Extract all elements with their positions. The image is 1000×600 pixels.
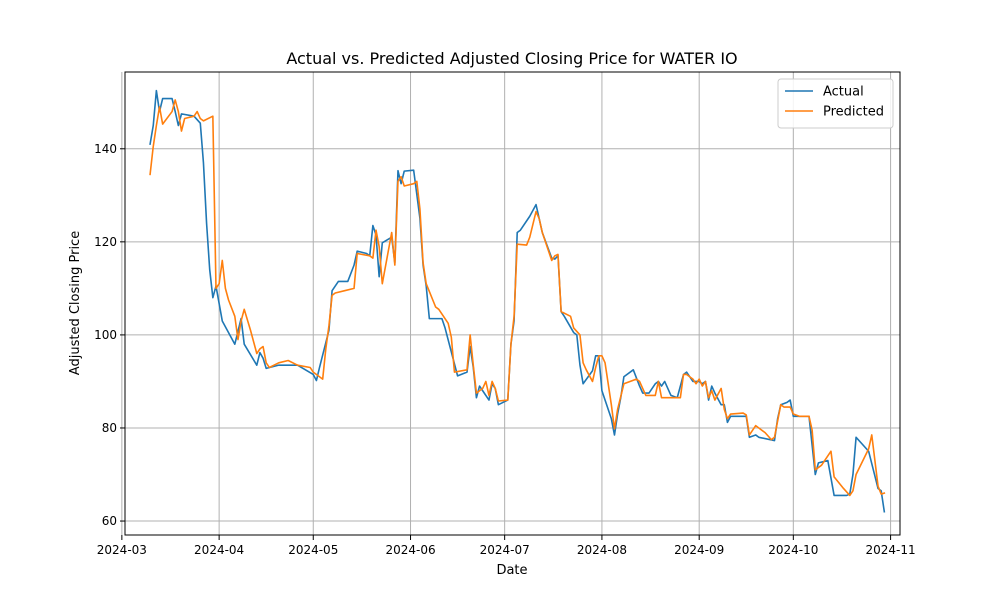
- x-tick-label: 2024-03: [97, 543, 147, 557]
- x-tick-label: 2024-08: [577, 543, 627, 557]
- legend-label-actual: Actual: [823, 85, 864, 100]
- x-tick-label: 2024-04: [194, 543, 244, 557]
- y-tick-label: 100: [94, 328, 117, 342]
- series-line-actual: [149, 89, 886, 513]
- legend: Actual Predicted: [777, 78, 894, 129]
- y-axis: 60 80 100 120 140: [94, 142, 125, 528]
- y-axis-label: Adjusted Closing Price: [68, 231, 83, 375]
- y-tick-label: 120: [94, 235, 117, 249]
- x-tick-label: 2024-09: [674, 543, 724, 557]
- x-tick-label: 2024-11: [866, 543, 916, 557]
- legend-label-predicted: Predicted: [823, 105, 884, 120]
- y-tick-label: 60: [102, 514, 117, 528]
- series-lines: [149, 89, 886, 513]
- chart-title: Actual vs. Predicted Adjusted Closing Pr…: [286, 49, 737, 68]
- series-line-predicted: [149, 99, 886, 497]
- x-tick-label: 2024-05: [288, 543, 338, 557]
- y-tick-label: 140: [94, 142, 117, 156]
- x-axis-label: Date: [496, 563, 527, 578]
- plot-area-frame: [124, 71, 901, 536]
- y-tick-label: 80: [102, 421, 117, 435]
- x-axis: 2024-03 2024-04 2024-05 2024-06 2024-07 2024-…: [97, 535, 916, 557]
- grid-lines: [121, 72, 900, 535]
- x-tick-label: 2024-10: [768, 543, 818, 557]
- x-tick-label: 2024-07: [480, 543, 530, 557]
- x-tick-label: 2024-06: [385, 543, 435, 557]
